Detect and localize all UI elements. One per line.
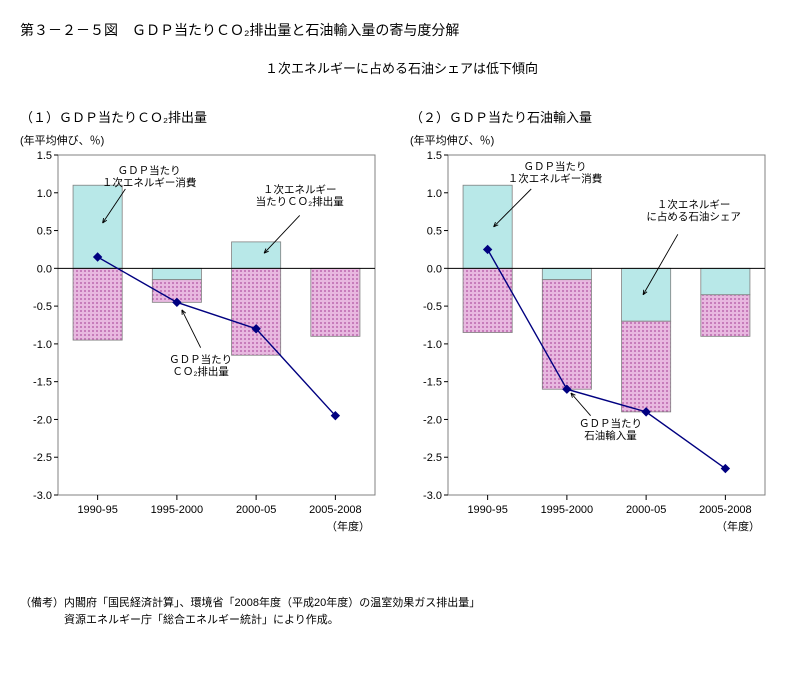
svg-text:-2.5: -2.5 [33, 452, 52, 464]
footnote-1: （備考）内閣府「国民経済計算」、環境省「2008年度（平成20年度）の温室効果ガ… [20, 595, 783, 612]
svg-text:2005-2008: 2005-2008 [699, 504, 752, 516]
svg-text:2000-05: 2000-05 [236, 504, 276, 516]
svg-text:-0.5: -0.5 [33, 301, 52, 313]
svg-text:-3.0: -3.0 [423, 490, 442, 502]
svg-text:に占める石油シェア: に占める石油シェア [646, 210, 741, 223]
svg-text:-1.0: -1.0 [33, 339, 52, 351]
svg-text:１次エネルギー: １次エネルギー [263, 183, 337, 196]
svg-text:ＧＤＰ当たり: ＧＤＰ当たり [169, 353, 232, 366]
chart-2-ylabel: (年平均伸び、％) [410, 132, 775, 148]
charts-row: （１）ＧＤＰ当たりＣＯ₂排出量 (年平均伸び、％) -3.0 -2.5 -2.0 -1… [20, 107, 783, 550]
svg-text:１次エネルギー: １次エネルギー [657, 198, 731, 211]
chart-1-title: （１）ＧＤＰ当たりＣＯ₂排出量 [20, 107, 385, 126]
svg-text:0.0: 0.0 [37, 263, 52, 275]
chart-1-svg: -3.0 -2.5 -2.0 -1.5 -1.0 -0.5 0.0 0.5 1.0 1.5 1990… [20, 150, 385, 550]
svg-text:（年度）: （年度） [326, 519, 370, 533]
svg-text:1990-95: 1990-95 [77, 504, 117, 516]
svg-text:ＧＤＰ当たり: ＧＤＰ当たり [523, 160, 586, 173]
svg-text:-2.5: -2.5 [423, 452, 442, 464]
main-title: 第３－２－５図 ＧＤＰ当たりＣＯ₂排出量と石油輸入量の寄与度分解 [20, 20, 783, 40]
svg-text:-1.0: -1.0 [423, 339, 442, 351]
svg-text:１次エネルギー消費: １次エネルギー消費 [508, 172, 603, 185]
chart-2-title: （２）ＧＤＰ当たり石油輸入量 [410, 107, 775, 126]
svg-text:1.5: 1.5 [427, 150, 442, 162]
svg-text:ＣＯ₂排出量: ＣＯ₂排出量 [172, 365, 229, 378]
svg-text:-0.5: -0.5 [423, 301, 442, 313]
svg-text:-1.5: -1.5 [33, 377, 52, 389]
subtitle: １次エネルギーに占める石油シェアは低下傾向 [20, 58, 783, 77]
svg-text:0.5: 0.5 [427, 226, 442, 238]
svg-text:-1.5: -1.5 [423, 377, 442, 389]
svg-text:2000-05: 2000-05 [626, 504, 666, 516]
svg-text:当たりＣＯ₂排出量: 当たりＣＯ₂排出量 [256, 195, 345, 208]
footnote-2: 資源エネルギー庁「総合エネルギー統計」により作成。 [20, 612, 783, 629]
svg-text:1995-2000: 1995-2000 [541, 504, 594, 516]
svg-text:0.0: 0.0 [427, 263, 442, 275]
svg-text:石油輸入量: 石油輸入量 [584, 429, 637, 442]
svg-text:-2.0: -2.0 [33, 414, 52, 426]
svg-text:1.0: 1.0 [427, 188, 442, 200]
svg-text:-2.0: -2.0 [423, 414, 442, 426]
chart-2-svg: -3.0 -2.5 -2.0 -1.5 -1.0 -0.5 0.0 0.5 1.0 1.5 1990… [410, 150, 775, 550]
svg-text:ＧＤＰ当たり: ＧＤＰ当たり [579, 417, 642, 430]
chart-2-block: （２）ＧＤＰ当たり石油輸入量 (年平均伸び、％) -3.0 -2.5 -2.0 -1.… [410, 107, 775, 550]
svg-text:1990-95: 1990-95 [467, 504, 507, 516]
svg-text:0.5: 0.5 [37, 226, 52, 238]
chart-1-block: （１）ＧＤＰ当たりＣＯ₂排出量 (年平均伸び、％) -3.0 -2.5 -2.0 -1… [20, 107, 385, 550]
svg-text:（年度）: （年度） [716, 519, 760, 533]
footnote: （備考）内閣府「国民経済計算」、環境省「2008年度（平成20年度）の温室効果ガ… [20, 595, 783, 628]
svg-text:1.5: 1.5 [37, 150, 52, 162]
svg-text:1995-2000: 1995-2000 [151, 504, 204, 516]
svg-text:ＧＤＰ当たり: ＧＤＰ当たり [118, 164, 181, 177]
svg-text:1.0: 1.0 [37, 188, 52, 200]
svg-text:１次エネルギー消費: １次エネルギー消費 [102, 176, 197, 189]
svg-text:2005-2008: 2005-2008 [309, 504, 362, 516]
chart-1-ylabel: (年平均伸び、％) [20, 132, 385, 148]
svg-text:-3.0: -3.0 [33, 490, 52, 502]
